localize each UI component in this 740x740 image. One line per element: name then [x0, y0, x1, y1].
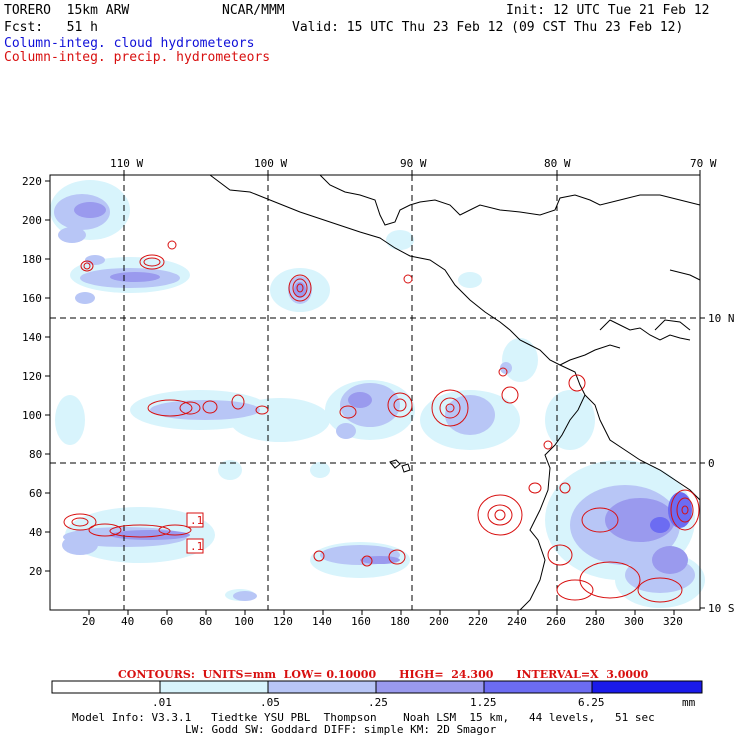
x-tick-label: 240	[507, 615, 527, 628]
x-tick-label: 260	[546, 615, 566, 628]
contour-label-boxes	[186, 512, 204, 554]
y-tick-label: 80	[29, 448, 43, 461]
lon-label: 100 W	[254, 157, 288, 170]
x-tick-label: 40	[121, 615, 135, 628]
colorbar-tick: .01	[152, 696, 172, 709]
contour-label: .1	[190, 514, 203, 527]
center-label: NCAR/MMM	[222, 3, 285, 18]
plot-frame	[49, 174, 701, 611]
y-tick-label: 120	[22, 370, 42, 383]
init-time: Init: 12 UTC Tue 21 Feb 12	[506, 3, 710, 18]
colorbar-unit: mm	[682, 696, 696, 709]
left-ticks	[45, 180, 50, 572]
lon-label: 70 W	[690, 157, 717, 170]
colorbar-tick: 1.25	[470, 696, 497, 709]
top-ticks	[123, 170, 701, 175]
x-tick-label: 200	[429, 615, 449, 628]
y-tick-label: 180	[22, 253, 42, 266]
right-ticks	[700, 317, 705, 609]
y-tick-label: 100	[22, 409, 42, 422]
contours-note: CONTOURS: UNITS=mm LOW= 0.10000 HIGH= 24…	[118, 668, 649, 681]
x-tick-label: 120	[273, 615, 293, 628]
y-tick-label: 220	[22, 175, 42, 188]
model-info: Model Info: V3.3.1 Tiedtke YSU PBL Thomp…	[72, 711, 655, 724]
x-tick-label: 280	[585, 615, 605, 628]
lon-label: 110 W	[110, 157, 144, 170]
y-tick-label: 20	[29, 565, 43, 578]
x-tick-label: 100	[234, 615, 254, 628]
x-tick-label: 160	[351, 615, 371, 628]
precip-contours	[63, 240, 700, 603]
model-title: TORERO 15km ARW	[4, 3, 130, 18]
field-precip-label: Column-integ. precip. hydrometeors	[4, 50, 271, 65]
field-cloud-label: Column-integ. cloud hydrometeors	[4, 36, 255, 51]
x-tick-label: 60	[160, 615, 174, 628]
lat-label: 10 S	[708, 602, 735, 615]
y-tick-label: 140	[22, 331, 42, 344]
x-tick-label: 220	[468, 615, 488, 628]
colorbar-tick: .05	[260, 696, 280, 709]
lon-label: 90 W	[400, 157, 427, 170]
x-tick-label: 300	[624, 615, 644, 628]
y-tick-label: 60	[29, 487, 43, 500]
lat-label: 10 N	[708, 312, 735, 325]
lat-label: 0	[708, 457, 715, 470]
contour-label: .1	[190, 540, 203, 553]
x-tick-label: 80	[199, 615, 213, 628]
x-tick-label: 180	[390, 615, 410, 628]
forecast-hour: Fcst: 51 h	[4, 20, 98, 35]
x-tick-label: 140	[312, 615, 332, 628]
coastlines	[209, 174, 701, 611]
colorbar	[51, 680, 703, 694]
colorbar-tick: 6.25	[578, 696, 605, 709]
colorbar-tick: .25	[368, 696, 388, 709]
model-info-physics: LW: Godd SW: Goddard DIFF: simple KM: 2D…	[185, 723, 497, 736]
y-tick-label: 160	[22, 292, 42, 305]
x-tick-label: 20	[82, 615, 96, 628]
bottom-ticks	[88, 610, 675, 615]
lon-label: 80 W	[544, 157, 571, 170]
x-tick-label: 320	[663, 615, 683, 628]
y-tick-label: 40	[29, 526, 43, 539]
y-tick-label: 200	[22, 214, 42, 227]
valid-time: Valid: 15 UTC Thu 23 Feb 12 (09 CST Thu …	[292, 20, 684, 35]
cloud-shading	[50, 180, 705, 608]
lat-lon-grid	[50, 175, 700, 610]
